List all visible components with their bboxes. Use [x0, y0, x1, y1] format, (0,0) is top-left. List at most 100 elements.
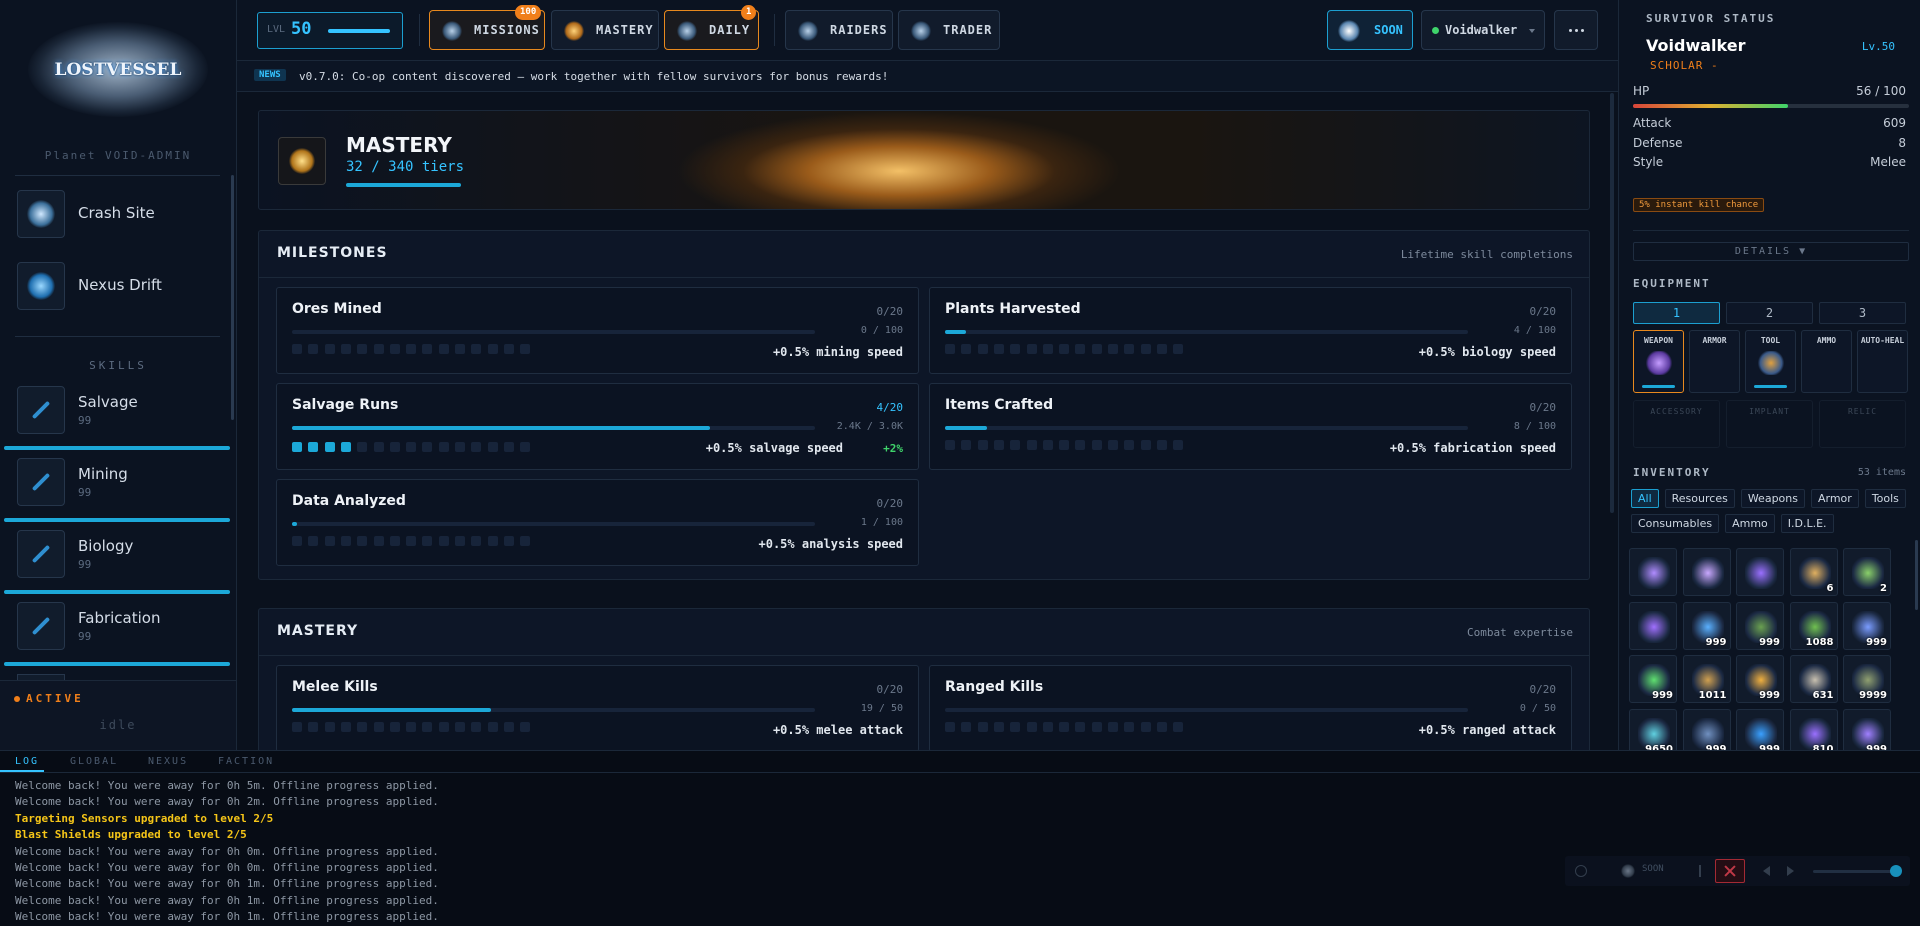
inventory-item[interactable]: 999: [1682, 708, 1731, 750]
inventory-item[interactable]: 9650: [1629, 708, 1677, 751]
inventory-item[interactable]: 999: [1843, 708, 1891, 750]
hp-value: 56 / 100: [1856, 84, 1906, 98]
stat-label: Defense: [1633, 135, 1683, 150]
log-tab[interactable]: GLOBAL: [70, 756, 119, 767]
log-tab[interactable]: NEXUS: [148, 756, 189, 767]
loadout-tab[interactable]: 2: [1726, 302, 1813, 324]
prev-button[interactable]: [1763, 866, 1770, 876]
inventory-item[interactable]: 999: [1736, 655, 1784, 703]
equipment-slot[interactable]: TOOL: [1745, 330, 1796, 393]
inventory-item[interactable]: 999: [1736, 601, 1784, 650]
filter-chip[interactable]: Weapons: [1740, 489, 1805, 508]
inventory-item[interactable]: 9999: [1843, 655, 1891, 703]
next-button[interactable]: [1787, 866, 1794, 876]
more-button[interactable]: [1554, 10, 1598, 50]
steam-button[interactable]: SOON: [1327, 10, 1413, 50]
location-name[interactable]: Crash Site: [78, 204, 155, 222]
inventory-item[interactable]: 1088: [1789, 601, 1838, 650]
tier-pip: [520, 722, 531, 732]
inventory-item[interactable]: 2: [1843, 548, 1891, 596]
item-icon: [1745, 664, 1777, 696]
filter-chip[interactable]: Ammo: [1725, 514, 1775, 533]
filter-chip[interactable]: All: [1631, 489, 1659, 508]
loadout-tab[interactable]: 3: [1819, 302, 1906, 324]
filter-chip[interactable]: Tools: [1864, 489, 1906, 508]
location-name[interactable]: Nexus Drift: [78, 276, 162, 294]
music-icon: [1695, 865, 1701, 877]
filter-chip[interactable]: Resources: [1664, 489, 1735, 508]
nav-label[interactable]: TRADER: [943, 23, 993, 37]
nav-button[interactable]: MASTERY: [551, 10, 659, 50]
equipment-slot[interactable]: WEAPON: [1633, 330, 1684, 393]
separator: [419, 14, 420, 46]
filter-chip[interactable]: Armor: [1810, 489, 1859, 508]
tier-pip: [503, 442, 514, 452]
skill-name[interactable]: Fabrication: [78, 609, 161, 627]
tier-pip: [389, 536, 400, 546]
inventory-item[interactable]: 1011: [1682, 655, 1731, 703]
inventory-item[interactable]: 999: [1682, 601, 1731, 650]
log-tab[interactable]: LOG: [15, 756, 40, 767]
filter-chip[interactable]: I.D.L.E.: [1780, 514, 1834, 533]
divider: [1633, 230, 1909, 231]
section-panel: MILESTONES Lifetime skill completions Ores…: [258, 230, 1590, 580]
nav-label[interactable]: MASTERY: [596, 23, 654, 37]
icon: [798, 21, 818, 41]
tier-pip: [422, 344, 433, 354]
volume-knob[interactable]: [1890, 865, 1902, 877]
skill-name[interactable]: Salvage: [78, 393, 138, 411]
nav-button[interactable]: RAIDERS: [785, 10, 893, 50]
loadout-tab[interactable]: 1: [1633, 302, 1720, 324]
tier-pip: [357, 344, 368, 354]
inventory-item[interactable]: 999: [1629, 655, 1677, 703]
inventory-item[interactable]: 999: [1736, 708, 1784, 750]
equipment-slot[interactable]: ARMOR: [1689, 330, 1740, 393]
nav-label[interactable]: DAILY: [709, 23, 751, 37]
inventory-item[interactable]: [1629, 548, 1677, 596]
tier-pip: [1091, 344, 1102, 354]
tier-pip: [406, 722, 417, 732]
inventory-item[interactable]: 999: [1843, 601, 1891, 650]
inventory-item[interactable]: 810: [1789, 708, 1838, 750]
details-button[interactable]: DETAILS ▼: [1633, 242, 1909, 261]
equipment-slot[interactable]: RELIC: [1819, 400, 1906, 448]
filter-chip[interactable]: Consumables: [1631, 514, 1720, 533]
user-menu[interactable]: Voidwalker: [1421, 10, 1545, 50]
skill-bar: [4, 446, 230, 450]
inventory-item[interactable]: [1682, 548, 1731, 596]
inventory-item[interactable]: [1629, 601, 1677, 650]
dot: [1575, 29, 1578, 32]
inventory-item[interactable]: [1736, 548, 1784, 596]
tier-pip: [357, 722, 368, 732]
slot-label: AUTO-HEAL: [1860, 336, 1905, 345]
nav-button[interactable]: TRADER: [898, 10, 1000, 50]
tier-pip: [1075, 440, 1086, 450]
slot-item: [1646, 351, 1672, 375]
progress-fill: [945, 426, 987, 430]
tier-pip: [1156, 722, 1167, 732]
steam-label[interactable]: SOON: [1374, 23, 1403, 37]
skill-name[interactable]: Biology: [78, 537, 134, 555]
progress-fill: [292, 426, 711, 430]
user-name[interactable]: Voidwalker: [1445, 23, 1518, 37]
activity-panel: ACTIVE idle: [0, 680, 236, 750]
skill-icon[interactable]: [17, 458, 65, 506]
card-progress: 8 / 100: [1513, 421, 1556, 432]
skill-icon[interactable]: [17, 530, 65, 578]
inventory-item[interactable]: 631: [1789, 655, 1838, 703]
log-tab[interactable]: FACTION: [218, 756, 275, 767]
equipment-slot[interactable]: AUTO-HEAL: [1857, 330, 1908, 393]
inventory-item[interactable]: 6: [1789, 548, 1838, 596]
steam-label[interactable]: SOON: [1642, 864, 1664, 874]
skill-icon[interactable]: [17, 602, 65, 650]
nav-label[interactable]: MISSIONS: [474, 23, 540, 37]
equipment-slot[interactable]: ACCESSORY: [1633, 400, 1720, 448]
mute-button[interactable]: [1715, 859, 1745, 883]
equipment-slot[interactable]: AMMO: [1801, 330, 1852, 393]
skill-name[interactable]: Mining: [78, 465, 128, 483]
skill-icon[interactable]: [17, 386, 65, 434]
equipment-slot[interactable]: IMPLANT: [1726, 400, 1813, 448]
nav-label[interactable]: RAIDERS: [830, 23, 888, 37]
item-count: 9650: [1645, 743, 1673, 751]
tier-pip: [1156, 440, 1167, 450]
